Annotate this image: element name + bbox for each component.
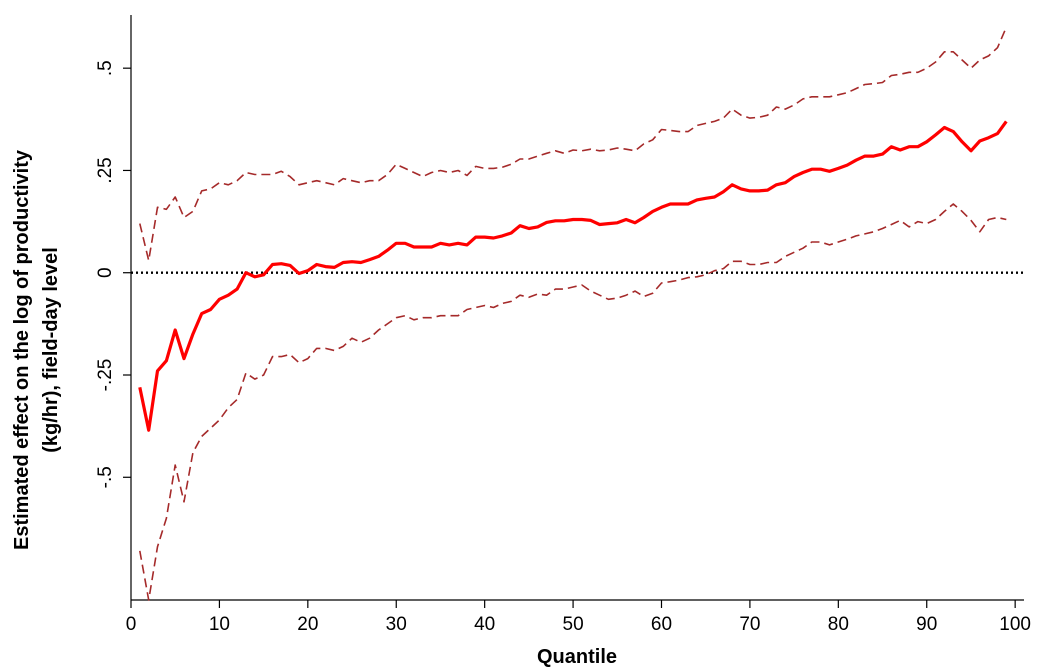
x-tick-label: 100 bbox=[999, 614, 1031, 635]
x-axis-ticks: 0 10 20 30 40 50 60 70 80 90 100 bbox=[126, 600, 1031, 635]
x-tick-label: 70 bbox=[739, 614, 760, 635]
series-line-upper-bound bbox=[139, 26, 1008, 262]
x-tick-label: 40 bbox=[474, 614, 495, 635]
x-tick-label: 30 bbox=[386, 614, 407, 635]
series-line-estimate bbox=[138, 120, 1008, 432]
y-tick-label: .5 bbox=[95, 60, 116, 76]
y-tick-label: -.25 bbox=[95, 359, 116, 392]
x-tick-label: 10 bbox=[209, 614, 230, 635]
y-tick-label: -.5 bbox=[95, 466, 116, 488]
x-tick-label: 50 bbox=[563, 614, 584, 635]
x-axis-title: Quantile bbox=[537, 646, 617, 668]
y-tick-label: .25 bbox=[95, 157, 116, 183]
y-axis-title-line2: (kg/hr), field-day level bbox=[40, 247, 62, 453]
x-tick-label: 60 bbox=[651, 614, 672, 635]
series-layer bbox=[138, 26, 1008, 601]
x-tick-label: 90 bbox=[916, 614, 937, 635]
y-tick-label: 0 bbox=[95, 267, 116, 278]
series-line-lower-bound bbox=[139, 203, 1007, 601]
y-axis-ticks: .5 .25 0 -.25 -.5 bbox=[95, 60, 131, 488]
x-tick-label: 20 bbox=[297, 614, 318, 635]
y-axis-title: Estimated effect on the log of productiv… bbox=[11, 149, 62, 550]
y-axis-title-line1: Estimated effect on the log of productiv… bbox=[11, 149, 33, 550]
x-tick-label: 0 bbox=[126, 614, 137, 635]
plot-area bbox=[130, 15, 1024, 601]
x-tick-label: 80 bbox=[828, 614, 849, 635]
